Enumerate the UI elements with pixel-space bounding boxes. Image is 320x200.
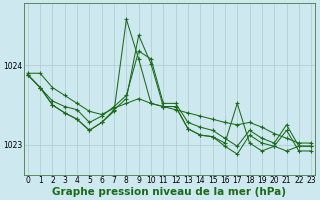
X-axis label: Graphe pression niveau de la mer (hPa): Graphe pression niveau de la mer (hPa) <box>52 187 286 197</box>
